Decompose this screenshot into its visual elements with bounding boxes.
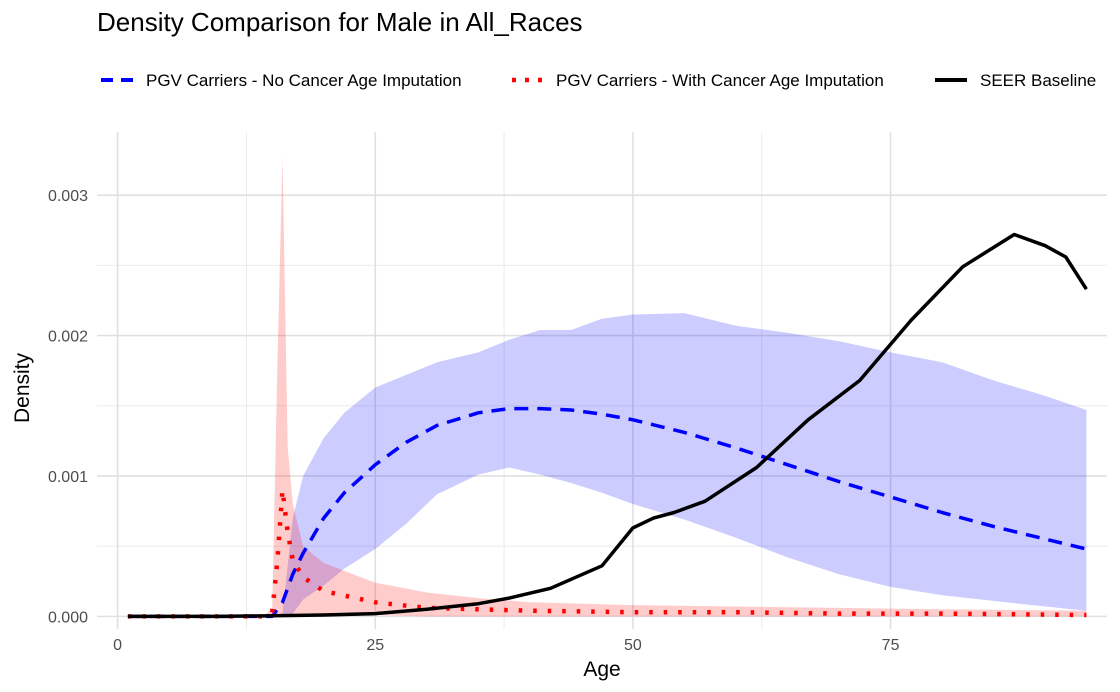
series-line-no-imputation bbox=[127, 406, 1087, 619]
legend-label-seer: SEER Baseline bbox=[980, 71, 1096, 90]
legend-item-seer: SEER Baseline bbox=[935, 71, 1096, 90]
x-tick-label: 75 bbox=[882, 637, 900, 654]
legend: PGV Carriers - No Cancer Age Imputation … bbox=[101, 71, 1096, 90]
x-tick-label: 50 bbox=[624, 637, 642, 654]
x-tick-label: 25 bbox=[366, 637, 384, 654]
y-axis-title: Density bbox=[11, 352, 34, 423]
y-tick-label: 0.000 bbox=[48, 609, 88, 626]
y-tick-label: 0.003 bbox=[48, 188, 88, 205]
confidence-ribbons bbox=[127, 155, 1087, 617]
chart-title: Density Comparison for Male in All_Races bbox=[97, 7, 583, 37]
y-tick-label: 0.001 bbox=[48, 469, 88, 486]
legend-item-no-imputation: PGV Carriers - No Cancer Age Imputation bbox=[101, 71, 462, 90]
legend-item-with-imputation: PGV Carriers - With Cancer Age Imputatio… bbox=[512, 71, 884, 90]
series-lines bbox=[127, 232, 1088, 619]
legend-label-no-imputation: PGV Carriers - No Cancer Age Imputation bbox=[146, 71, 462, 90]
x-axis-ticks: 0 25 50 75 bbox=[113, 637, 899, 654]
x-tick-label: 0 bbox=[113, 637, 122, 654]
y-axis-ticks: 0.000 0.001 0.002 0.003 bbox=[48, 188, 88, 626]
y-tick-label: 0.002 bbox=[48, 329, 88, 346]
series-line-seer-baseline bbox=[127, 232, 1088, 619]
ci-ribbon-no-imputation bbox=[127, 313, 1087, 617]
x-axis-title: Age bbox=[583, 658, 620, 681]
legend-label-with-imputation: PGV Carriers - With Cancer Age Imputatio… bbox=[556, 71, 884, 90]
